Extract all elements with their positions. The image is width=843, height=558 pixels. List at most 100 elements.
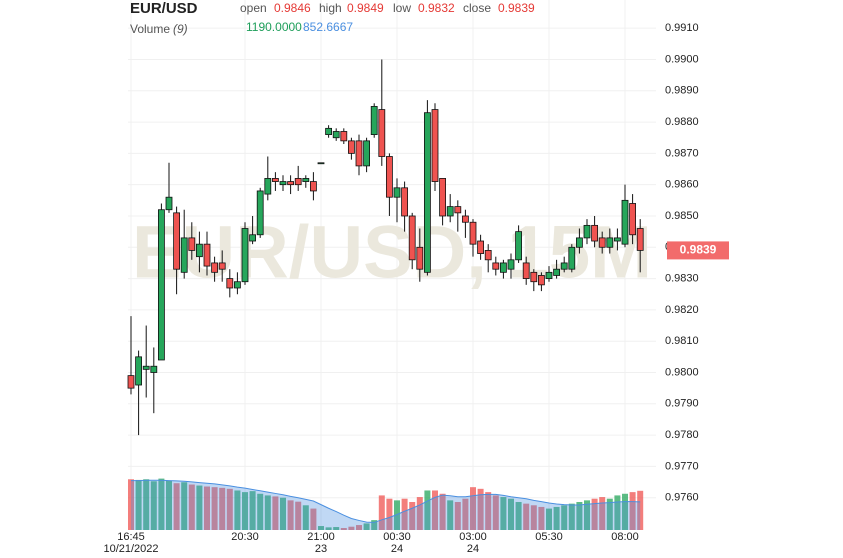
high-label: high [319,1,342,15]
last-price-tag [667,241,729,260]
candle-body [408,215,416,261]
candle-body [180,237,188,273]
volume-bar [394,500,400,530]
candle-body [325,127,333,135]
candle-body [538,275,545,286]
chart-title: EUR/USD [130,0,198,17]
candle-body [477,240,485,254]
volume-bar [591,498,598,530]
candle-body [233,281,241,289]
x-tick-label: 05:30 [535,531,563,543]
candle-body [203,243,211,267]
volume-bar [606,498,613,530]
volume-bar [348,526,355,530]
volume-bar [401,498,408,530]
open-value: 0.9846 [274,1,311,15]
last-price-label: 0.9839 [680,243,717,257]
candle-body [378,109,386,157]
volume-bar [226,488,233,530]
volume-bar [128,479,134,530]
candle-body [469,221,477,245]
candle-body [302,178,310,182]
y-tick-label: 0.9790 [665,398,699,410]
volume-bar [530,505,537,530]
y-tick-label: 0.9880 [665,116,699,128]
volume-bar [614,495,621,530]
volume-bar [492,495,499,530]
candle-body [530,271,538,283]
close-label: close [463,1,491,15]
volume-bar [462,498,469,530]
candle-body [423,112,431,273]
candle-body [241,228,249,283]
candle-body [249,234,257,242]
volume-bar [272,496,279,530]
volume-bar [568,503,575,530]
candle-body [598,237,606,248]
volume-bar [477,488,484,530]
candle-body [370,106,378,135]
volume-bar [523,503,530,530]
axes: 0.9760 0.9770 0.9780 0.9790 0.9800 0.9810 0.98… [103,22,729,555]
volume-bar [318,526,324,530]
volume-bar [150,481,157,530]
x-date-label: 24 [391,543,403,555]
volume-bar [340,528,347,530]
candle-body [226,278,234,289]
candle-body [583,224,591,239]
low-label: low [393,1,411,15]
candle-body [553,268,560,276]
volume-bar [264,495,271,530]
volume-bar [515,502,522,530]
volume-bar [280,497,286,530]
volume-bar [135,479,142,530]
candles [127,59,644,436]
y-tick-label: 0.9830 [665,272,699,284]
volume-bar [546,508,552,530]
open-label: open [240,1,267,15]
candle-body [461,215,469,223]
volume-bar [211,487,218,530]
x-date-label: 10/21/2022 [103,543,158,555]
volume-bar [439,493,446,530]
volume-bar [287,500,294,530]
volume-bar [242,492,248,530]
candle-body [591,224,598,242]
candle-body [173,212,181,270]
y-tick-label: 0.9890 [665,85,699,97]
y-tick-label: 0.9780 [665,429,699,441]
x-tick-label: 03:00 [459,531,487,543]
candle-body [515,231,522,261]
volume-bar [371,520,378,530]
y-tick-label: 0.9900 [665,53,699,65]
volume-bar [508,498,514,530]
volume-bar [485,492,492,530]
volume-bar [500,497,507,530]
candle-body [393,187,401,198]
candle-body [363,140,371,167]
candle-body [560,262,568,270]
candle-body [340,131,348,142]
candle-body [614,237,621,242]
volume-bar [561,505,568,530]
candle-body [446,206,454,217]
volume-bar [166,480,172,530]
volume-bar [204,486,210,530]
close-value: 0.9839 [498,1,535,15]
candle-body [545,271,553,279]
candle-body [332,131,340,139]
x-date-label: 24 [467,543,479,555]
y-tick-label: 0.9850 [665,210,699,222]
candle-body [309,181,317,192]
volume-bar [454,502,461,530]
volume-bar [553,506,560,530]
volume-bar [356,525,362,530]
candle-body [636,228,644,251]
volume-bar [576,502,583,530]
y-tick-label: 0.9910 [665,22,699,34]
volume-bar [378,495,385,530]
candle-body [568,246,576,270]
volume-bar [196,485,203,530]
x-tick-label: 20:30 [231,531,259,543]
y-tick-label: 0.9860 [665,179,699,191]
